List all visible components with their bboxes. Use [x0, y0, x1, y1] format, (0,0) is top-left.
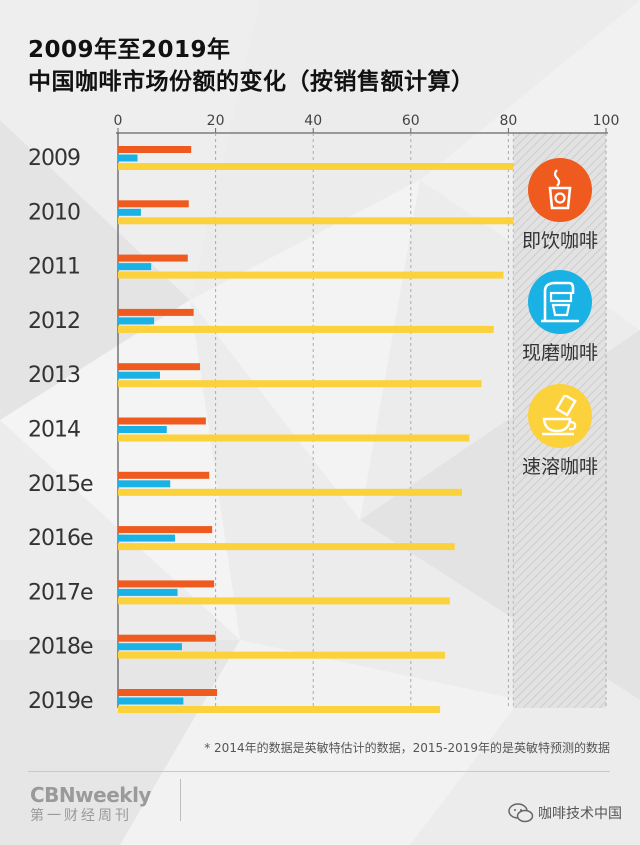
y-category-label: 2011	[28, 255, 80, 280]
y-category-label: 2014	[28, 418, 80, 443]
bar	[118, 706, 441, 713]
bar	[118, 526, 213, 534]
watermark-text: 咖啡技术中国	[538, 806, 622, 822]
bar	[118, 480, 171, 488]
bar	[118, 254, 188, 262]
bar	[118, 643, 182, 651]
bar	[118, 634, 216, 642]
bar	[118, 371, 160, 379]
bar	[118, 426, 167, 433]
takeaway-cup-icon	[528, 158, 592, 222]
bar	[118, 317, 155, 325]
bar	[118, 308, 194, 316]
chart-title-line-1: 2009年至2019年	[28, 37, 231, 63]
bar	[118, 380, 482, 388]
bar	[118, 154, 138, 162]
bar	[118, 651, 445, 659]
bar	[118, 488, 463, 496]
chart-title-line-2: 中国咖啡市场份额的变化（按销售额计算）	[28, 69, 475, 95]
legend-item-rtd: 即饮咖啡	[505, 158, 615, 253]
y-category-label: 2010	[28, 200, 80, 225]
y-category-label: 2016e	[28, 526, 93, 551]
bar	[118, 417, 206, 425]
x-tick-label: 40	[304, 113, 322, 129]
bar	[118, 697, 184, 705]
y-category-label: 2013	[28, 363, 80, 388]
bar	[118, 208, 141, 216]
y-category-label: 2015e	[28, 472, 93, 497]
brand-name-en: CBNweekly	[30, 783, 151, 807]
bar	[118, 543, 455, 551]
bar	[118, 580, 215, 588]
bar	[118, 271, 504, 279]
legend-label-rtd: 即饮咖啡	[521, 230, 598, 252]
bar	[118, 363, 200, 371]
y-category-label: 2012	[28, 309, 80, 334]
y-category-label: 2017e	[28, 580, 93, 605]
bar	[118, 588, 178, 596]
y-category-label: 2018e	[28, 635, 93, 660]
legend-label-fresh-ground: 现磨咖啡	[521, 342, 598, 364]
wechat-icon	[508, 803, 534, 823]
instant-coffee-icon	[528, 384, 592, 448]
x-tick-label: 60	[402, 113, 420, 129]
brand-logo: CBNweekly 第一财经周刊	[30, 783, 151, 825]
brand-name-cn: 第一财经周刊	[30, 808, 132, 824]
bar	[118, 200, 189, 208]
bar	[118, 434, 470, 442]
footer-separator	[180, 779, 181, 821]
y-category-label: 2009	[28, 146, 80, 171]
bar	[118, 471, 210, 479]
bar	[118, 163, 514, 170]
bar	[118, 217, 514, 225]
legend-label-instant: 速溶咖啡	[521, 456, 598, 478]
divider	[28, 771, 610, 772]
x-tick-label: 0	[114, 113, 123, 129]
x-tick-label: 100	[593, 113, 620, 129]
bar	[118, 263, 152, 271]
bar	[118, 597, 450, 605]
x-tick-label: 80	[499, 113, 517, 129]
bar	[118, 689, 218, 696]
footnote: * 2014年的数据是英敏特估计的数据，2015-2019年的是英敏特预测的数据	[204, 741, 610, 755]
bar	[118, 325, 494, 333]
legend-item-fresh-ground: 现磨咖啡	[505, 270, 615, 365]
bar	[118, 534, 176, 542]
y-category-label: 2019e	[28, 689, 93, 714]
coffee-machine-icon	[528, 270, 592, 334]
legend-item-instant: 速溶咖啡	[505, 384, 615, 479]
x-tick-label: 20	[207, 113, 225, 129]
watermark: 咖啡技术中国	[508, 803, 622, 823]
bar	[118, 146, 192, 153]
